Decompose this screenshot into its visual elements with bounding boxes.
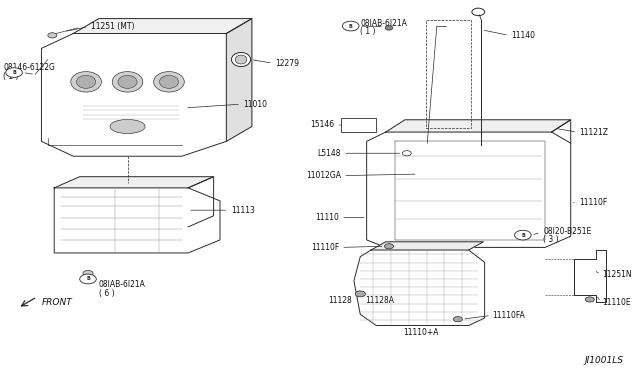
Text: 11110+A: 11110+A [403, 328, 438, 337]
Circle shape [6, 68, 22, 77]
Circle shape [48, 33, 57, 38]
Text: 11121Z: 11121Z [579, 128, 608, 137]
Text: 11012GA: 11012GA [306, 171, 341, 180]
Text: ( 1 ): ( 1 ) [3, 72, 19, 81]
Polygon shape [574, 250, 606, 302]
Circle shape [403, 151, 412, 156]
Text: 08146-6122G: 08146-6122G [3, 63, 55, 72]
Text: 11113: 11113 [231, 206, 255, 215]
Text: 08IAB-6I21A: 08IAB-6I21A [99, 280, 146, 289]
Polygon shape [42, 33, 227, 156]
Ellipse shape [112, 71, 143, 92]
Polygon shape [54, 177, 214, 188]
Polygon shape [371, 242, 483, 250]
Text: 12279: 12279 [275, 59, 300, 68]
Text: 11251N: 11251N [603, 270, 632, 279]
Ellipse shape [159, 75, 179, 89]
Text: 08IAB-6I21A: 08IAB-6I21A [360, 19, 407, 28]
Text: ( 1 ): ( 1 ) [360, 27, 376, 36]
Circle shape [385, 244, 394, 249]
Text: B: B [521, 232, 525, 238]
Polygon shape [354, 250, 484, 326]
Polygon shape [386, 120, 571, 132]
Text: B: B [12, 70, 16, 75]
Circle shape [342, 21, 359, 31]
Text: L5148: L5148 [317, 149, 341, 158]
Ellipse shape [118, 75, 137, 89]
Ellipse shape [236, 55, 247, 64]
Text: 11128: 11128 [328, 296, 352, 305]
Text: 11140: 11140 [511, 31, 536, 40]
Circle shape [385, 26, 393, 30]
Text: 08I20-B251E: 08I20-B251E [543, 227, 591, 236]
Circle shape [83, 270, 93, 276]
Polygon shape [367, 132, 571, 247]
Circle shape [80, 274, 96, 284]
Ellipse shape [154, 71, 184, 92]
Ellipse shape [77, 75, 95, 89]
Text: 15146: 15146 [310, 121, 335, 129]
Text: FRONT: FRONT [42, 298, 72, 307]
Ellipse shape [71, 71, 101, 92]
Polygon shape [227, 19, 252, 141]
Text: 11128A: 11128A [365, 296, 394, 305]
Text: ( 3 ): ( 3 ) [543, 235, 559, 244]
Text: 11110: 11110 [316, 213, 339, 222]
Circle shape [355, 291, 365, 297]
Text: 11110E: 11110E [603, 298, 631, 307]
Circle shape [453, 317, 462, 322]
Polygon shape [54, 188, 220, 253]
Text: 11110F: 11110F [311, 243, 339, 252]
Text: 11251 (MT): 11251 (MT) [90, 22, 134, 31]
Text: ( 6 ): ( 6 ) [99, 289, 115, 298]
Ellipse shape [110, 119, 145, 134]
Bar [341, 118, 376, 132]
Polygon shape [74, 19, 252, 33]
Text: JI1001LS: JI1001LS [584, 356, 623, 365]
Text: 11110F: 11110F [579, 198, 607, 207]
Circle shape [515, 230, 531, 240]
Text: 11110FA: 11110FA [492, 311, 525, 320]
Text: B: B [349, 23, 353, 29]
Text: 11010: 11010 [244, 100, 268, 109]
Text: B: B [86, 276, 90, 282]
Circle shape [586, 297, 595, 302]
Ellipse shape [232, 52, 251, 67]
